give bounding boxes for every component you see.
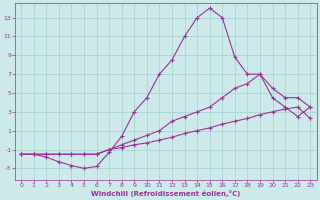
X-axis label: Windchill (Refroidissement éolien,°C): Windchill (Refroidissement éolien,°C) [91, 190, 240, 197]
